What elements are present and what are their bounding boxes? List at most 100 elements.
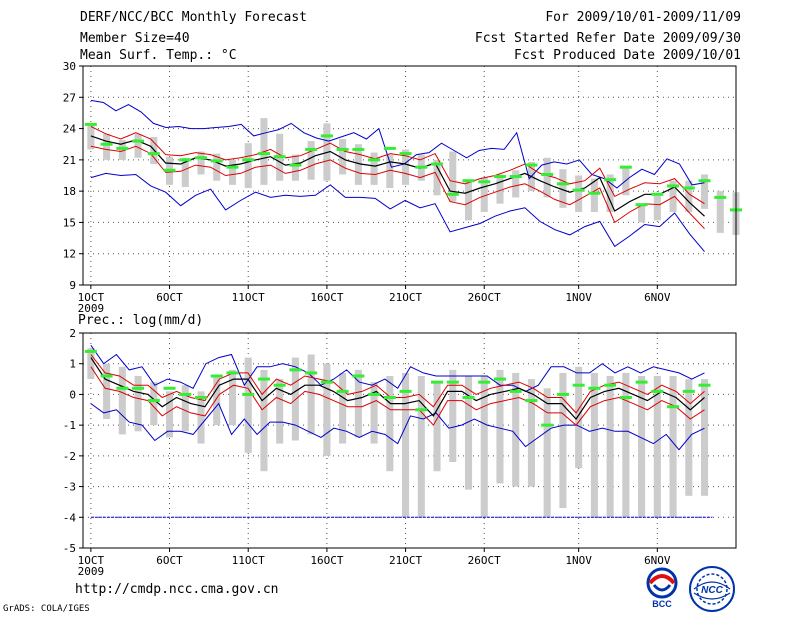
ensemble-box — [87, 348, 95, 380]
obs-marker — [572, 383, 585, 387]
obs-marker — [604, 178, 617, 182]
ensemble-box — [370, 382, 378, 444]
obs-marker — [273, 155, 286, 159]
x-tick-label: 11OCT — [232, 554, 265, 567]
obs-marker — [383, 146, 396, 150]
ensemble-box — [386, 376, 394, 472]
obs-marker — [368, 392, 381, 396]
ensemble-box — [543, 157, 551, 198]
max-line — [90, 99, 705, 189]
ensemble-box — [354, 369, 362, 438]
ensemble-box — [512, 372, 520, 487]
obs-marker — [588, 386, 601, 390]
obs-marker — [604, 383, 617, 387]
ensemble-box — [669, 376, 677, 518]
y-tick-label: -4 — [63, 511, 77, 524]
obs-marker — [84, 349, 97, 353]
obs-marker — [257, 152, 270, 156]
ensemble-box — [590, 178, 598, 212]
obs-marker — [493, 377, 506, 381]
lower-line — [90, 366, 705, 426]
obs-marker — [132, 139, 145, 143]
ensemble-box — [339, 372, 347, 444]
obs-marker — [478, 380, 491, 384]
obs-marker — [195, 396, 208, 399]
obs-marker — [446, 192, 459, 196]
ensemble-box — [307, 354, 315, 435]
ensemble-box — [433, 159, 441, 196]
obs-marker — [116, 386, 129, 390]
obs-marker — [399, 389, 412, 393]
obs-marker — [226, 165, 239, 169]
y-tick-label: 24 — [63, 123, 77, 136]
ensemble-box — [638, 203, 646, 223]
x-year-label: 2009 — [78, 302, 105, 315]
ensemble-box — [307, 141, 315, 180]
source-url[interactable]: http://cmdp.ncc.cma.gov.cn — [75, 582, 279, 597]
forecast-period: For 2009/10/01-2009/11/09 — [545, 10, 741, 25]
obs-marker — [320, 380, 333, 384]
obs-marker — [462, 179, 475, 183]
ensemble-box — [464, 376, 473, 490]
ensemble-box — [700, 174, 709, 209]
ensemble-box — [449, 151, 457, 202]
obs-marker — [383, 396, 396, 399]
ensemble-box — [700, 379, 709, 496]
y-tick-label: 27 — [63, 91, 76, 104]
x-tick-label: 6NOV — [644, 554, 671, 567]
ensemble-box — [150, 382, 158, 426]
obs-marker — [556, 392, 569, 396]
ensemble-box — [622, 372, 630, 518]
x-tick-label: 26OCT — [468, 291, 501, 304]
obs-marker — [667, 184, 680, 188]
ensemble-box — [433, 382, 441, 472]
obs-marker — [493, 175, 506, 179]
y-tick-label: -1 — [63, 419, 76, 432]
obs-marker — [84, 122, 97, 126]
ensemble-box — [512, 170, 520, 198]
refer-date: Fcst Started Refer Date 2009/09/30 — [474, 31, 741, 46]
ensemble-box — [228, 369, 237, 426]
ensemble-box — [402, 372, 410, 518]
min-line — [90, 402, 705, 451]
obs-marker — [226, 371, 239, 375]
x-tick-label: 6OCT — [156, 291, 183, 304]
obs-marker — [116, 146, 129, 150]
obs-marker — [210, 159, 223, 163]
obs-marker — [336, 147, 349, 151]
ensemble-box — [244, 357, 252, 453]
bcc-logo-text: BCC — [652, 599, 672, 609]
ensemble-box — [244, 143, 252, 189]
obs-marker — [147, 399, 160, 403]
mean-line — [90, 357, 705, 420]
ensemble-box — [496, 174, 504, 204]
ensemble-box — [197, 391, 205, 444]
obs-marker — [682, 186, 695, 190]
obs-marker — [100, 374, 113, 378]
ensemble-box — [559, 372, 567, 509]
x-tick-label: 26OCT — [468, 554, 501, 567]
ensemble-box — [134, 133, 142, 158]
obs-marker — [415, 165, 428, 169]
obs-marker — [305, 147, 318, 151]
ensemble-box — [685, 180, 693, 212]
chart-title: DERF/NCC/BCC Monthly Forecast — [80, 10, 307, 25]
ensemble-box — [166, 391, 174, 438]
ensemble-box — [103, 133, 111, 160]
obs-marker — [462, 396, 475, 399]
y-tick-label: 1 — [69, 358, 76, 371]
obs-marker — [698, 179, 711, 183]
y-tick-label: 0 — [69, 388, 76, 401]
ensemble-box — [480, 376, 488, 518]
x-tick-label: 1NOV — [565, 291, 592, 304]
ensemble-box — [181, 157, 189, 187]
y-tick-label: 12 — [63, 248, 76, 261]
ensemble-box — [653, 376, 661, 518]
ensemble-box — [417, 376, 425, 518]
ensemble-box — [402, 149, 410, 185]
y-tick-label: 15 — [63, 216, 76, 229]
ensemble-box — [449, 369, 457, 462]
obs-marker — [352, 147, 365, 151]
mean-line — [90, 135, 705, 217]
ensemble-box — [323, 363, 331, 456]
